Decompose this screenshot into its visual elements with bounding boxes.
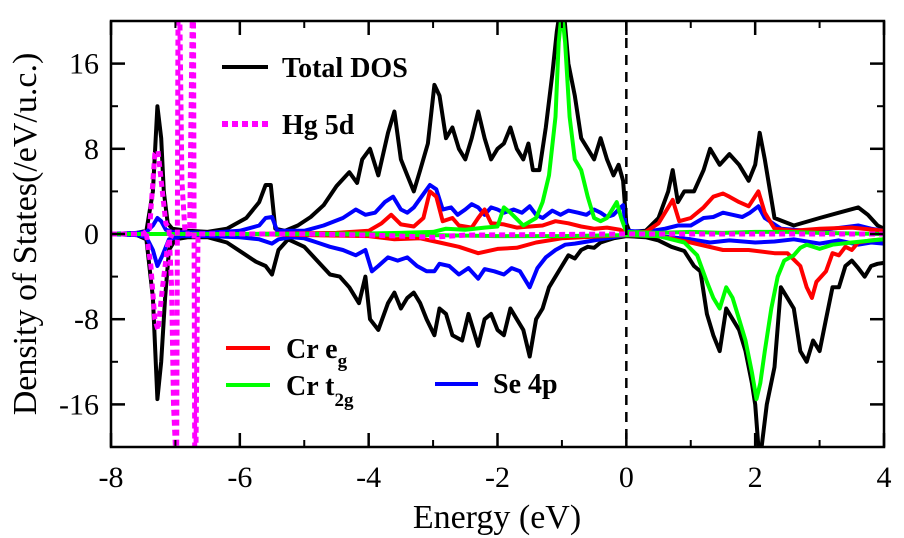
series-line-se-dn bbox=[111, 232, 884, 290]
x-tick-label: -4 bbox=[356, 461, 381, 494]
series-layer bbox=[111, 21, 884, 447]
series-line-total-up bbox=[111, 21, 884, 236]
y-axis-title: Density of States(/eV/u.c.) bbox=[7, 53, 44, 416]
legend-label-hg-5d: Hg 5d bbox=[282, 110, 355, 141]
legend-label-cr-eg: Cr eg bbox=[286, 334, 348, 372]
series-line-total-dn bbox=[111, 232, 884, 447]
y-tick-label: 0 bbox=[84, 218, 99, 251]
series-line-hg bbox=[111, 21, 884, 447]
x-tick-label: 2 bbox=[748, 461, 763, 494]
y-tick-label: 8 bbox=[84, 133, 99, 166]
series-line-cr-eg-up bbox=[111, 189, 884, 236]
x-tick-label: 4 bbox=[877, 461, 892, 494]
series-line-se-up bbox=[111, 183, 884, 236]
legend-label-cr-t2g-main: Cr t bbox=[286, 371, 335, 402]
legend-label-cr-t2g-sub: 2g bbox=[334, 390, 354, 411]
legend-bottom: Cr eg Cr t2g Se 4p bbox=[226, 334, 558, 411]
legend-top: Total DOS Hg 5d bbox=[222, 53, 408, 141]
ticks-layer: -8 -6 -4 -2 0 2 4 -16 -8 0 8 16 bbox=[59, 20, 892, 494]
y-tick-label: -8 bbox=[74, 303, 99, 336]
legend-label-total-dos: Total DOS bbox=[282, 53, 408, 84]
series-line-cr-t2g-up bbox=[111, 21, 884, 236]
legend-label-cr-t2g: Cr t2g bbox=[286, 371, 354, 411]
y-tick-label: -16 bbox=[59, 388, 99, 421]
series-line-cr-eg-dn bbox=[111, 232, 884, 300]
x-tick-label: 0 bbox=[619, 461, 634, 494]
x-axis-title: Energy (eV) bbox=[413, 499, 581, 536]
legend-label-se-4p: Se 4p bbox=[493, 369, 558, 400]
x-tick-label: -8 bbox=[99, 461, 124, 494]
series-line-hg-lower bbox=[143, 233, 175, 333]
legend-label-cr-eg-main: Cr e bbox=[286, 334, 338, 365]
x-tick-label: -2 bbox=[485, 461, 510, 494]
x-tick-label: -6 bbox=[227, 461, 252, 494]
y-tick-label: 16 bbox=[69, 48, 99, 81]
legend-label-cr-eg-sub: g bbox=[338, 351, 348, 372]
